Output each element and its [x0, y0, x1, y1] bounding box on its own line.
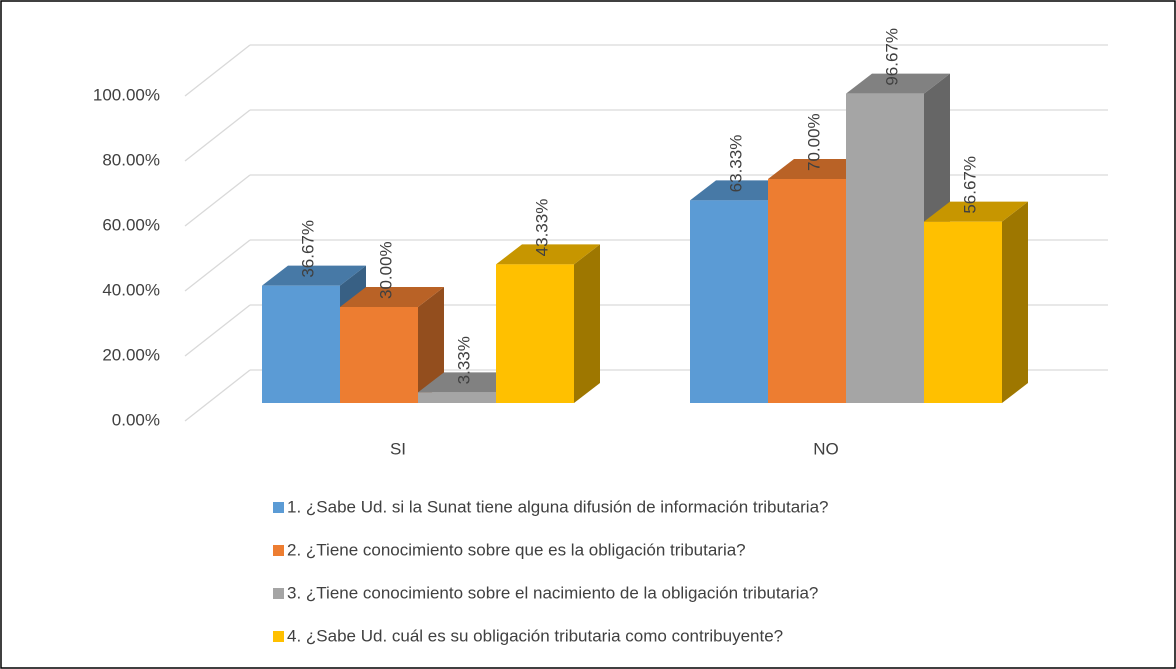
data-label: 43.33%: [532, 199, 551, 257]
bar-side: [574, 244, 600, 403]
bar-top: [924, 201, 1028, 222]
data-label: 30.00%: [376, 241, 395, 299]
grid-line: [184, 304, 251, 357]
x-tick-label: NO: [813, 439, 839, 458]
y-tick-label: 80.00%: [102, 150, 160, 169]
data-label: 63.33%: [726, 135, 745, 193]
bar: [496, 264, 574, 403]
grid-line: [184, 369, 251, 422]
legend-swatch: [273, 631, 284, 642]
bar: [768, 179, 846, 403]
grid-line: [184, 239, 251, 292]
bar: [924, 221, 1002, 403]
legend-swatch: [273, 588, 284, 599]
y-tick-label: 40.00%: [102, 280, 160, 299]
legend-swatch: [273, 545, 284, 556]
bar: [846, 93, 924, 403]
bar: [690, 200, 768, 403]
bar-top: [262, 265, 366, 286]
y-tick-label: 60.00%: [102, 215, 160, 234]
data-label: 3.33%: [454, 336, 473, 384]
y-tick-label: 100.00%: [93, 85, 160, 104]
bar-side: [1002, 201, 1028, 403]
legend-label: 2. ¿Tiene conocimiento sobre que es la o…: [287, 540, 746, 559]
bar-side: [418, 287, 444, 403]
legend-swatch: [273, 502, 284, 513]
bar: [340, 307, 418, 403]
x-tick-label: SI: [390, 439, 406, 458]
y-tick-label: 20.00%: [102, 345, 160, 364]
data-label: 56.67%: [960, 156, 979, 214]
data-label: 70.00%: [804, 113, 823, 171]
data-label: 36.67%: [298, 220, 317, 278]
bar: [262, 285, 340, 403]
legend-label: 1. ¿Sabe Ud. si la Sunat tiene alguna di…: [287, 497, 829, 516]
grid-line: [184, 109, 251, 162]
legend-label: 3. ¿Tiene conocimiento sobre el nacimien…: [287, 583, 818, 602]
grid-line: [184, 44, 251, 97]
grid-line: [184, 174, 251, 227]
legend-label: 4. ¿Sabe Ud. cuál es su obligación tribu…: [287, 626, 783, 645]
bar-top: [340, 287, 444, 307]
bar-top: [846, 73, 950, 94]
data-label: 96.67%: [882, 28, 901, 86]
bar: [418, 392, 496, 403]
y-tick-label: 0.00%: [112, 410, 160, 429]
bar-top: [496, 244, 600, 265]
